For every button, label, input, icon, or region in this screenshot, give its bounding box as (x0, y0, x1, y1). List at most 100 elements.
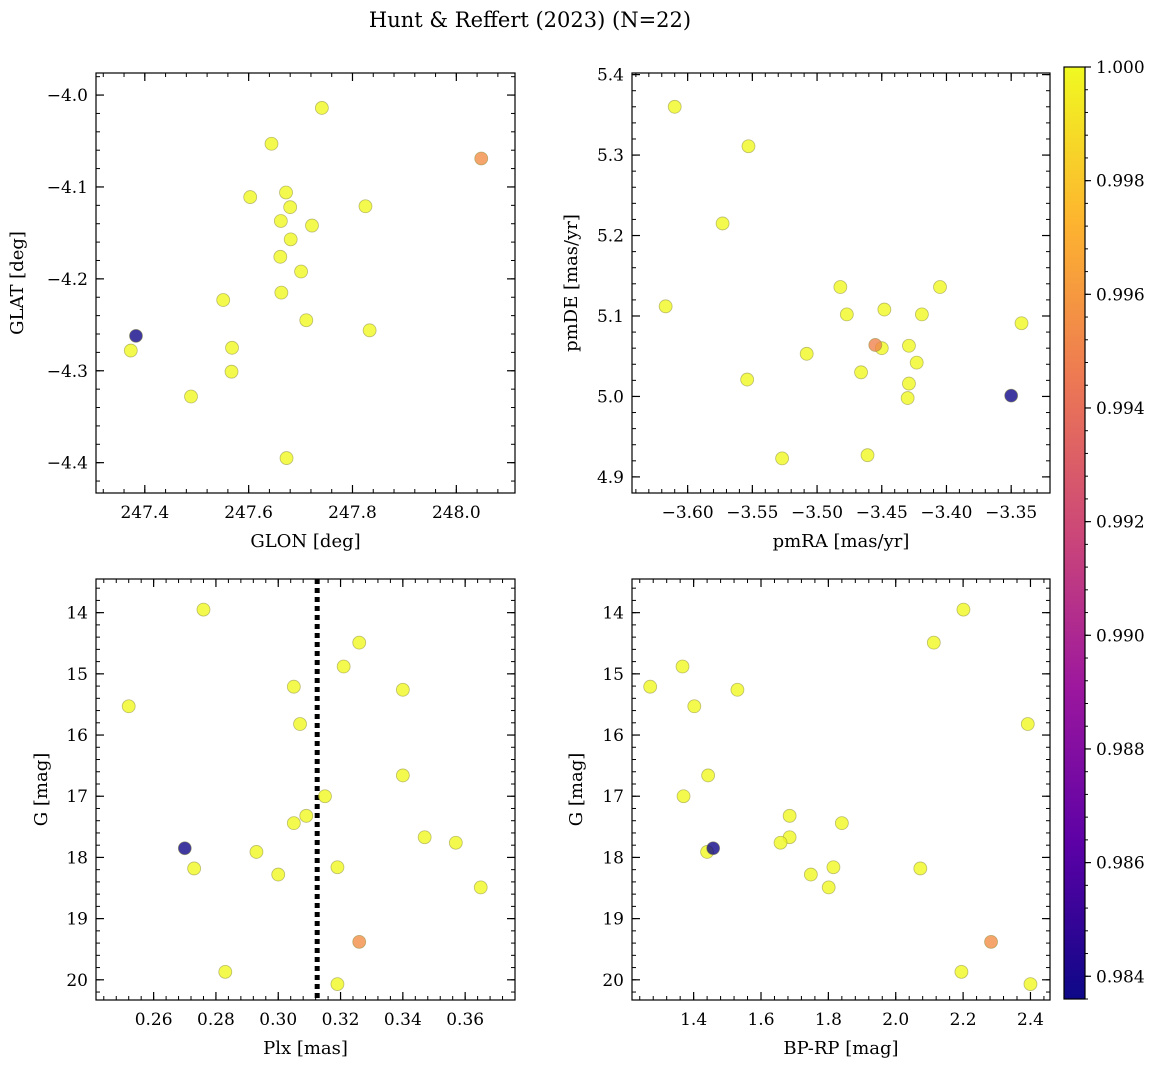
scatter-point (909, 355, 924, 370)
scatter-point (799, 346, 814, 361)
scatter-point (773, 835, 788, 850)
y-tick-label: 20 (602, 971, 624, 991)
scatter-point (352, 934, 367, 949)
scatter-point (1023, 977, 1038, 991)
y-tick-label: −4.1 (47, 178, 88, 198)
scatter-point (273, 249, 288, 264)
y-axis-label-g-mag-2: G [mag] (566, 753, 587, 826)
x-tick-label: 2.0 (882, 1010, 909, 1030)
y-tick-label: −4.3 (47, 362, 88, 382)
x-tick-label: 1.4 (680, 1010, 707, 1030)
scatter-point (826, 860, 841, 875)
x-tick-label: 0.28 (197, 1010, 235, 1030)
scatter-point (279, 185, 293, 200)
scatter-point (715, 216, 730, 231)
y-tick-label: 5.1 (597, 307, 624, 327)
y-tick-label: 5.0 (597, 387, 624, 407)
scatter-point (123, 343, 138, 358)
y-tick-label: 15 (66, 665, 88, 685)
x-tick-label: 0.30 (259, 1010, 297, 1030)
colorbar-tick-label: 0.994 (1096, 399, 1145, 419)
colorbar-tick-label: 0.996 (1096, 285, 1145, 305)
colorbar-tick-label: 0.988 (1096, 740, 1145, 760)
y-tick-label: 5.2 (597, 227, 624, 247)
x-tick-label: 0.26 (135, 1010, 173, 1030)
plot-area-bprp-g: 1.4 1.6 1.8 2.0 2.2 2.4 14 15 16 17 18 19 20 (602, 578, 1051, 1030)
scatter-point (956, 602, 971, 617)
scatter-point (177, 841, 192, 856)
scatter-point (1004, 388, 1019, 403)
x-tick-label: 0.32 (322, 1010, 360, 1030)
x-tick-label: −3.45 (856, 503, 908, 523)
x-tick-label: 2.2 (950, 1010, 977, 1030)
y-tick-label: 4.9 (597, 468, 624, 488)
scatter-point (271, 867, 286, 882)
scatter-point (658, 299, 673, 314)
scatter-point (473, 880, 488, 895)
x-axis-label-pmra: pmRA [mas/yr] (773, 531, 910, 552)
x-tick-label: 1.6 (747, 1010, 774, 1030)
y-tick-label: 14 (66, 604, 88, 624)
scatter-point (834, 816, 849, 831)
scatter-point (274, 285, 289, 300)
x-tick-label: −3.35 (985, 503, 1037, 523)
scatter-point (243, 190, 258, 204)
scatter-point (740, 372, 755, 387)
scatter-point (860, 448, 875, 463)
y-tick-label: 17 (66, 787, 88, 807)
y-tick-label: 17 (602, 787, 624, 807)
scatter-point (417, 830, 432, 845)
scatter-point (216, 293, 231, 307)
scatter-point (1014, 316, 1029, 331)
scatter-point (362, 323, 377, 338)
scatter-point (273, 214, 288, 228)
colorbar-gradient (1064, 67, 1085, 999)
scatter-point (782, 808, 797, 823)
scatter-point (877, 302, 892, 317)
y-tick-label: 14 (602, 604, 624, 624)
axes-frame (95, 578, 516, 1001)
y-axis-label-pmde: pmDE [mas/yr] (561, 214, 582, 352)
scatter-point (395, 682, 410, 697)
panel-glon-glat: 247.4 247.6 247.8 248.0 −4.0 −4.1 −4.2 −4.3 −4.4… (7, 72, 516, 552)
scatter-point (902, 338, 916, 353)
axes-frame (631, 72, 1051, 494)
x-tick-label: 0.34 (384, 1010, 422, 1030)
plot-area-glon-glat: 247.4 247.6 247.8 248.0 −4.0 −4.1 −4.2 −4.3 −4.4 (47, 72, 516, 523)
x-tick-label: 1.8 (815, 1010, 842, 1030)
scatter-point (833, 280, 848, 294)
scatter-point (224, 364, 239, 379)
scatter-point (448, 835, 463, 850)
scatter-point (352, 635, 367, 650)
scatter-point (706, 841, 721, 856)
scatter-point (803, 867, 818, 882)
scatter-point (667, 99, 682, 114)
scatter-point (336, 659, 351, 674)
scatter-point (293, 717, 307, 731)
scatter-point (318, 789, 332, 804)
scatter-point (839, 307, 854, 322)
y-tick-label: 19 (66, 910, 88, 930)
x-tick-label: 0.36 (446, 1010, 484, 1030)
scatter-point (299, 313, 314, 328)
x-axis-label-plx: Plx [mas] (263, 1038, 348, 1059)
y-tick-label: 5.3 (597, 146, 624, 166)
scatter-point (775, 451, 790, 466)
scatter-point (701, 768, 716, 783)
y-tick-label: 16 (602, 726, 624, 746)
scatter-point (218, 964, 233, 979)
colorbar-tick-label: 1.000 (1096, 58, 1145, 78)
y-tick-label: 15 (602, 665, 624, 685)
y-tick-label: 20 (66, 971, 88, 991)
colorbar-tick-label: 0.984 (1096, 967, 1145, 987)
scatter-point (286, 679, 301, 694)
scatter-point (687, 699, 702, 714)
scatter-point (914, 307, 929, 322)
scatter-point (330, 860, 345, 875)
scatter-point (821, 880, 836, 895)
colorbar-tick-label: 0.990 (1096, 626, 1145, 646)
plot-area-pmra-pmde: −3.60 −3.55 −3.50 −3.45 −3.40 −3.35 4.9 5.0 5.1 5… (597, 66, 1051, 523)
scatter-point (902, 376, 916, 391)
scatter-point (868, 338, 883, 352)
scatter-point (283, 232, 298, 247)
